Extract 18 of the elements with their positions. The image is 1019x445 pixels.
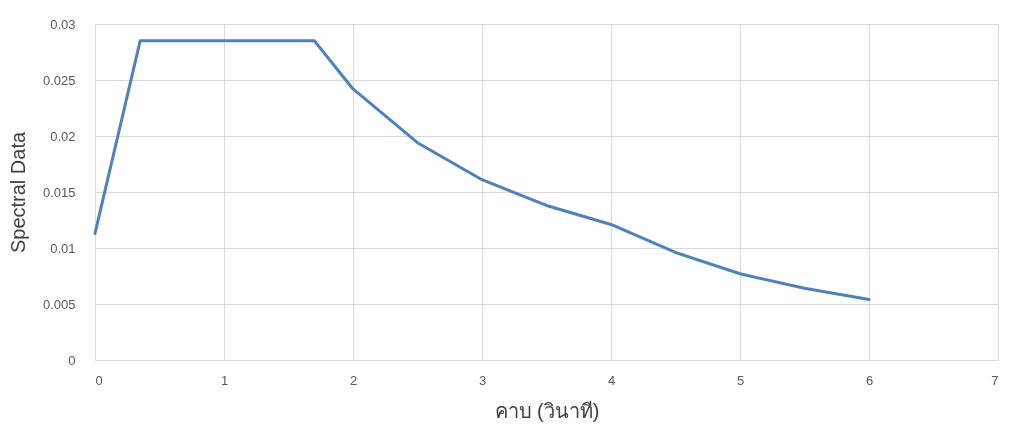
x-axis-title: คาบ (วินาที) [494, 399, 600, 422]
x-tick-label: 6 [865, 372, 874, 388]
x-tick-label: 2 [349, 372, 358, 388]
y-tick-label: 0.01 [50, 240, 76, 256]
y-tick-label: 0.025 [42, 72, 76, 88]
x-tick-label: 0 [95, 372, 103, 388]
y-tick-label: 0 [68, 352, 76, 368]
line-series [93, 39, 871, 302]
y-tick-label: 0.03 [50, 16, 76, 32]
y-tick-label: 0.005 [42, 296, 76, 312]
x-tick-label: 7 [991, 372, 999, 388]
y-tick-label: 0.015 [42, 184, 76, 200]
x-tick-label: 5 [736, 372, 745, 388]
x-tick-label: 4 [607, 372, 616, 388]
y-tick-label: 0.02 [50, 128, 76, 144]
x-tick-label: 1 [220, 372, 229, 388]
x-tick-label: 3 [478, 372, 487, 388]
y-axis-title: Spectral Data [6, 131, 29, 254]
